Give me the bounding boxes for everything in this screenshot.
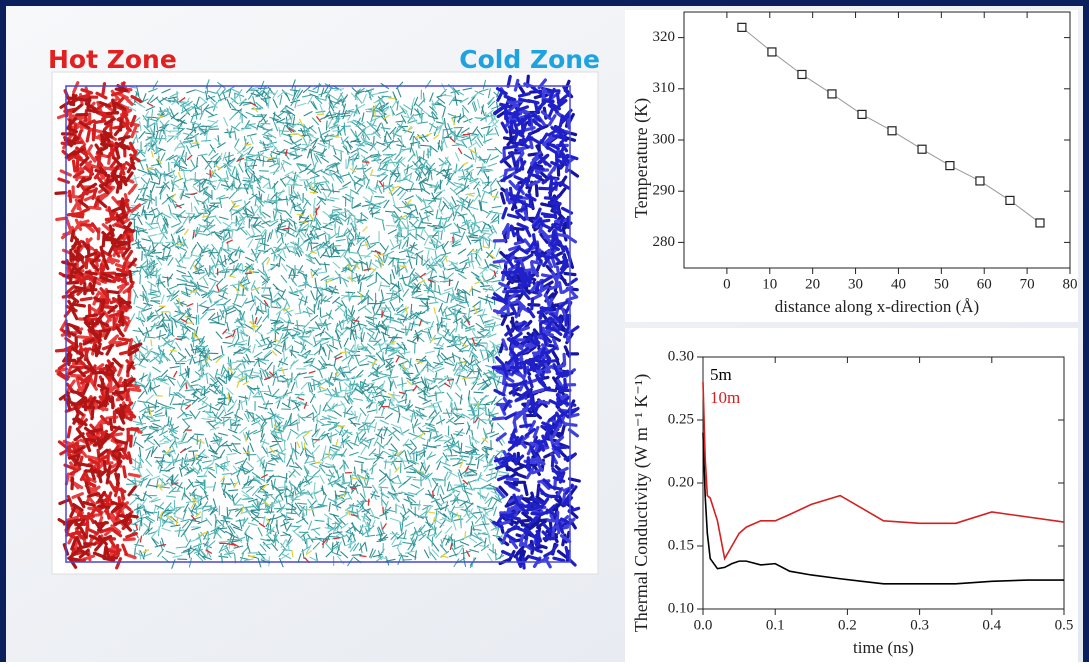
data-marker (797, 69, 807, 80)
x-tick-label: 0.3 (910, 617, 929, 633)
y-axis-label: Thermal Conductivity (W m⁻¹ K⁻¹) (631, 374, 652, 632)
x-tick-label: 10 (762, 276, 777, 292)
x-tick-label: 30 (848, 276, 863, 292)
y-axis-label: Temperature (K) (631, 98, 652, 218)
simulation-box (65, 85, 571, 563)
y-tick-label: 0.30 (668, 348, 694, 364)
data-marker (945, 161, 955, 171)
x-tick-label: 70 (1020, 276, 1035, 292)
data-marker (827, 89, 837, 99)
molecule-bonds (125, 83, 510, 568)
simulation-image-bg (51, 71, 599, 575)
x-axis-label: distance along x-direction (Å) (775, 297, 979, 316)
cold-zone-label: Cold Zone (459, 45, 600, 74)
data-marker (857, 109, 867, 120)
data-marker (917, 144, 927, 154)
y-tick-label: 0.20 (668, 474, 694, 490)
y-tick-label: 300 (653, 131, 676, 147)
data-line (702, 382, 1065, 561)
y-tick-label: 310 (653, 80, 676, 96)
x-tick-label: 50 (934, 276, 949, 292)
data-marker (1005, 195, 1015, 206)
x-tick-label: 0.5 (1055, 617, 1074, 633)
x-tick-label: 0.0 (694, 617, 713, 633)
y-tick-label: 280 (653, 234, 676, 250)
legend-entry: 10m (710, 388, 740, 407)
x-tick-label: 80 (1063, 276, 1078, 292)
y-tick-label: 320 (653, 29, 676, 45)
data-marker (737, 22, 747, 32)
legend-entry: 5m (710, 365, 732, 384)
x-tick-label: 60 (977, 276, 992, 292)
data-marker (887, 126, 897, 136)
x-tick-label: 0.4 (982, 617, 1001, 633)
chart-panel (625, 328, 1078, 662)
y-tick-label: 0.10 (668, 600, 694, 616)
molecule-bonds (142, 97, 505, 559)
x-tick-label: 0.2 (838, 617, 857, 633)
molecule-bonds (54, 84, 143, 569)
x-tick-label: 0.1 (766, 617, 785, 633)
data-marker (975, 176, 985, 186)
y-tick-label: 0.25 (668, 411, 694, 427)
data-line (702, 432, 1064, 585)
x-tick-label: 0 (723, 276, 731, 292)
data-marker (1035, 218, 1045, 228)
hot-zone-label: Hot Zone (48, 45, 177, 74)
molecule-bonds (131, 97, 497, 564)
x-tick-label: 20 (805, 276, 820, 292)
y-tick-label: 0.15 (668, 537, 694, 553)
x-tick-label: 40 (891, 276, 906, 292)
data-marker (767, 47, 777, 57)
chart-panel (625, 10, 1078, 322)
x-axis-label: time (ns) (853, 638, 914, 657)
y-tick-label: 290 (653, 183, 676, 199)
simulation-image (54, 74, 581, 570)
